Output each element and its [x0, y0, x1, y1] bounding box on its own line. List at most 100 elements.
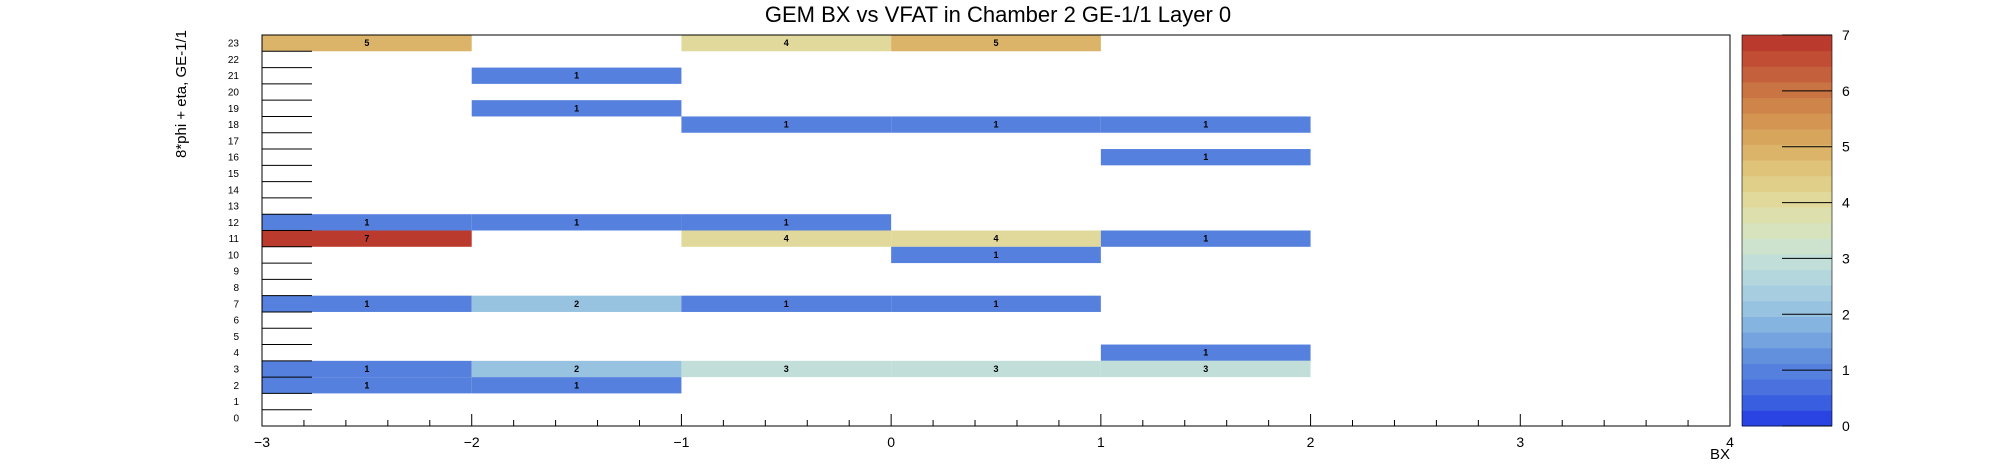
- x-tick-label: 3: [1516, 434, 1524, 450]
- colorbar-segment: [1742, 253, 1832, 271]
- colorbar-tick-label: 3: [1842, 250, 1850, 266]
- cell-value-label: 1: [364, 364, 369, 374]
- y-tick-label: 12: [228, 218, 240, 229]
- heatmap-cell: [681, 214, 892, 231]
- cell-value-label: 1: [1203, 348, 1208, 358]
- cell-value-label: 1: [784, 120, 789, 130]
- heatmap-cell: [681, 116, 892, 133]
- cell-value-label: 1: [364, 380, 369, 390]
- y-tick-label: 5: [233, 332, 239, 343]
- x-tick-label: 4: [1726, 434, 1734, 450]
- cell-value-label: 3: [784, 364, 789, 374]
- cell-value-label: 1: [364, 299, 369, 309]
- heatmap-cell: [262, 360, 472, 378]
- cell-value-label: 1: [574, 217, 579, 227]
- colorbar-tick-label: 0: [1842, 418, 1850, 434]
- y-tick-label: 7: [233, 299, 239, 310]
- cell-value-label: 1: [993, 299, 998, 309]
- colorbar-segment: [1742, 35, 1832, 52]
- cell-value-label: 4: [993, 234, 998, 244]
- x-axis-label: BX: [1710, 446, 1730, 463]
- colorbar-segment: [1742, 207, 1832, 224]
- chart-title: GEM BX vs VFAT in Chamber 2 GE-1/1 Layer…: [765, 2, 1231, 27]
- heatmap-cell: [681, 230, 892, 247]
- cell-value-label: 1: [364, 217, 369, 227]
- colorbar-segment: [1742, 269, 1832, 286]
- colorbar-segment: [1742, 144, 1832, 161]
- colorbar-segment: [1742, 410, 1832, 427]
- x-tick-label: −3: [254, 434, 270, 450]
- heatmap-cell: [1100, 116, 1311, 133]
- cell-value-label: 2: [574, 299, 579, 309]
- heatmap-cell: [891, 295, 1101, 312]
- y-tick-label: 15: [228, 169, 240, 180]
- heatmap-cell: [471, 100, 682, 117]
- colorbar-segment: [1742, 316, 1832, 333]
- cell-value-label: 1: [784, 217, 789, 227]
- y-tick-label: 21: [228, 71, 240, 82]
- y-tick-label: 19: [228, 104, 240, 115]
- cell-value-label: 1: [574, 71, 579, 81]
- y-tick-label: 13: [228, 202, 240, 213]
- colorbar-segment: [1742, 175, 1832, 192]
- heatmap-cell: [262, 35, 472, 52]
- cell-value-label: 1: [574, 103, 579, 113]
- cell-value-label: 1: [1203, 234, 1208, 244]
- y-tick-label: 18: [228, 120, 240, 131]
- heatmap-cell: [1100, 360, 1311, 378]
- cells-layer: [262, 35, 1311, 394]
- colorbar-tick-label: 4: [1842, 195, 1850, 211]
- heatmap-cell: [891, 246, 1101, 264]
- colorbar-segment: [1742, 66, 1832, 83]
- y-tick-label: 20: [228, 88, 240, 99]
- y-tick-label: 16: [228, 153, 240, 164]
- colorbar-segment: [1742, 238, 1832, 255]
- x-tick-label: −2: [464, 434, 480, 450]
- heatmap-cell: [262, 214, 472, 231]
- heatmap-cell: [891, 230, 1101, 247]
- cell-value-label: 1: [1203, 152, 1208, 162]
- cell-labels-layer: 5 4 5 1 1 1 1 1 1 1 1 1 7 4 4 1 1 1 2 1 1 1 1 2 3 3 3 1 1: [364, 38, 1208, 390]
- colorbar-tick-label: 7: [1842, 27, 1850, 43]
- colorbar-tick-label: 6: [1842, 83, 1850, 99]
- colorbar-segment: [1742, 113, 1832, 130]
- heatmap-cell: [1100, 230, 1311, 247]
- x-tick-label: 0: [887, 434, 895, 450]
- cell-value-label: 1: [574, 380, 579, 390]
- cell-value-label: 1: [784, 299, 789, 309]
- colorbar-segment: [1742, 363, 1832, 380]
- x-tick-label: −1: [673, 434, 689, 450]
- cell-value-label: 4: [784, 38, 789, 48]
- heatmap-cell: [681, 35, 892, 52]
- cell-value-label: 5: [364, 38, 369, 48]
- cell-value-label: 1: [993, 120, 998, 130]
- y-tick-label: 14: [228, 185, 240, 196]
- colorbar-tick-label: 1: [1842, 362, 1850, 378]
- y-tick-label: 8: [233, 283, 239, 294]
- cell-value-label: 3: [993, 364, 998, 374]
- y-tick-label: 6: [233, 316, 239, 327]
- heatmap-cell: [891, 35, 1101, 52]
- cell-value-label: 3: [1203, 364, 1208, 374]
- colorbar-segment: [1742, 97, 1832, 114]
- y-tick-label: 11: [229, 234, 240, 245]
- x-tick-label: 1: [1097, 434, 1105, 450]
- cell-value-label: 2: [574, 364, 579, 374]
- heatmap-cell: [471, 377, 682, 394]
- cell-value-label: 7: [364, 234, 369, 244]
- heatmap-cell: [471, 214, 682, 231]
- colorbar-segment: [1742, 222, 1832, 239]
- colorbar-segment: [1742, 50, 1832, 67]
- colorbar-segment: [1742, 160, 1832, 177]
- heatmap-cell: [1100, 344, 1311, 361]
- heatmap-cell: [1100, 149, 1311, 166]
- plot-frame: [261, 34, 1731, 427]
- heatmap-cell: [262, 230, 472, 247]
- y-tick-label: 3: [233, 364, 239, 375]
- y-tick-label: 2: [233, 381, 239, 392]
- x-axis: −3 −2 −1 0 1 2 3 4: [254, 414, 1734, 450]
- y-tick-label: 23: [228, 39, 240, 50]
- y-tick-label: 17: [228, 136, 240, 147]
